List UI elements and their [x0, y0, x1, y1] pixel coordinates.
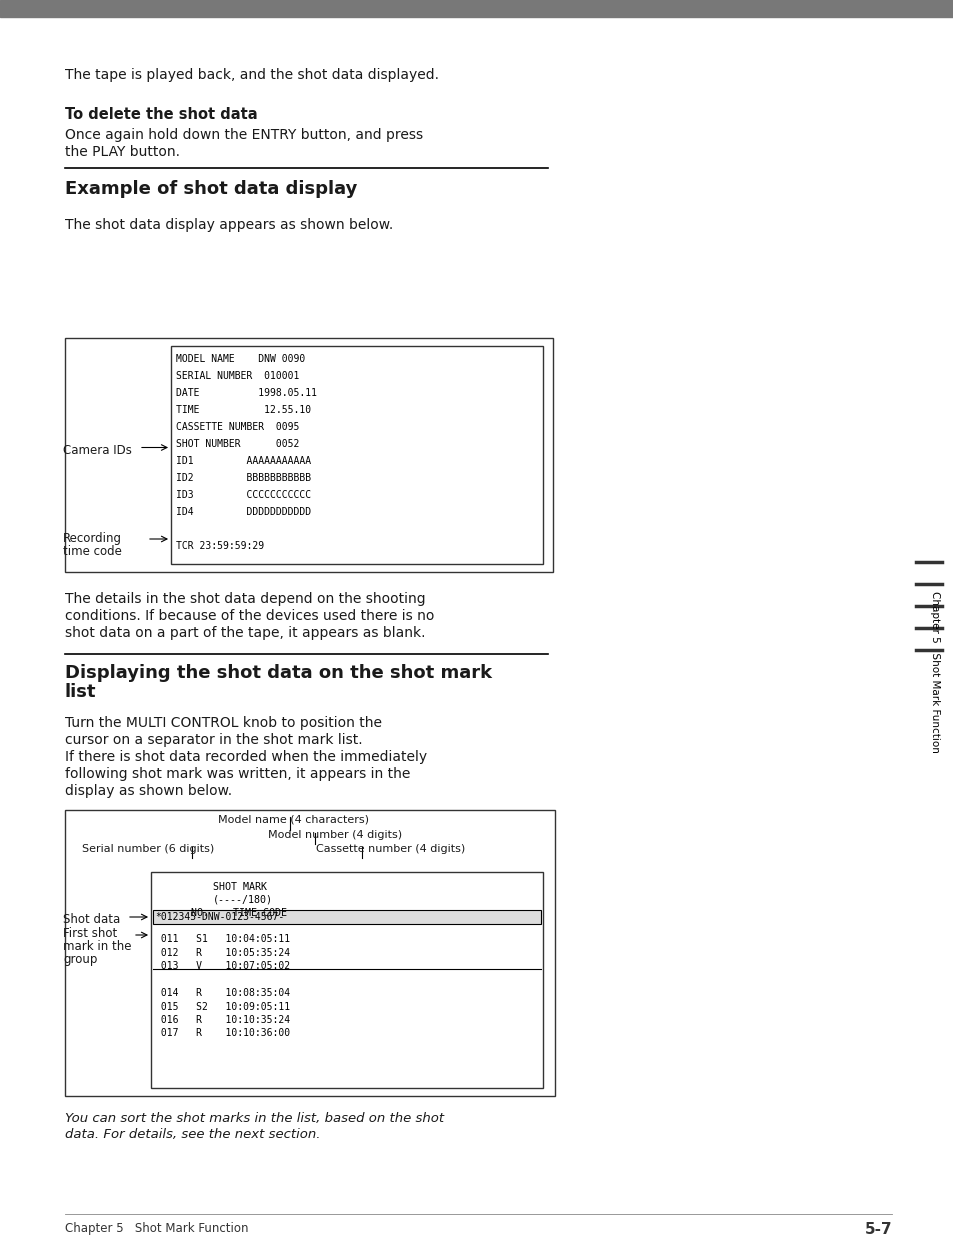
- Text: 011   S1   10:04:05:11: 011 S1 10:04:05:11: [154, 934, 290, 944]
- Text: Once again hold down the ENTRY button, and press: Once again hold down the ENTRY button, a…: [65, 128, 423, 142]
- Text: The shot data display appears as shown below.: The shot data display appears as shown b…: [65, 218, 393, 231]
- Text: Serial number (6 digits): Serial number (6 digits): [82, 843, 214, 853]
- Text: Camera IDs: Camera IDs: [63, 444, 132, 457]
- Text: 013   V    10:07:05:02: 013 V 10:07:05:02: [154, 962, 290, 972]
- Text: MODEL NAME    DNW 0090: MODEL NAME DNW 0090: [175, 355, 305, 364]
- Text: TCR 23:59:59:29: TCR 23:59:59:29: [175, 541, 264, 551]
- Bar: [171, 346, 542, 564]
- Text: 016   R    10:10:35:24: 016 R 10:10:35:24: [154, 1015, 290, 1025]
- Text: (----/180): (----/180): [213, 894, 273, 904]
- Text: Displaying the shot data on the shot mark: Displaying the shot data on the shot mar…: [65, 664, 492, 682]
- Text: conditions. If because of the devices used there is no: conditions. If because of the devices us…: [65, 610, 434, 623]
- Text: SHOT NUMBER      0052: SHOT NUMBER 0052: [175, 439, 299, 449]
- Text: Recording: Recording: [63, 532, 122, 545]
- Text: You can sort the shot marks in the list, based on the shot: You can sort the shot marks in the list,…: [65, 1112, 444, 1125]
- Text: NO.    TIME CODE: NO. TIME CODE: [191, 908, 287, 918]
- Text: 017   R    10:10:36:00: 017 R 10:10:36:00: [154, 1029, 290, 1039]
- Bar: [65, 810, 555, 1096]
- Text: shot data on a part of the tape, it appears as blank.: shot data on a part of the tape, it appe…: [65, 626, 425, 639]
- Text: DATE          1998.05.11: DATE 1998.05.11: [175, 388, 316, 398]
- Text: SHOT MARK: SHOT MARK: [213, 882, 267, 892]
- Text: time code: time code: [63, 545, 122, 559]
- Text: *012345-DNW-0123-4567-: *012345-DNW-0123-4567-: [154, 912, 284, 922]
- Text: The tape is played back, and the shot data displayed.: The tape is played back, and the shot da…: [65, 68, 438, 82]
- Text: Chapter 5   Shot Mark Function: Chapter 5 Shot Mark Function: [65, 1222, 248, 1235]
- Text: following shot mark was written, it appears in the: following shot mark was written, it appe…: [65, 768, 410, 781]
- Bar: [152, 911, 540, 924]
- Text: TIME           12.55.10: TIME 12.55.10: [175, 406, 311, 415]
- Text: SERIAL NUMBER  010001: SERIAL NUMBER 010001: [175, 371, 299, 381]
- Text: ID1         AAAAAAAAAAA: ID1 AAAAAAAAAAA: [175, 457, 311, 466]
- Bar: [65, 338, 553, 572]
- Text: data. For details, see the next section.: data. For details, see the next section.: [65, 1128, 320, 1141]
- Text: 014   R    10:08:35:04: 014 R 10:08:35:04: [154, 988, 290, 998]
- Text: If there is shot data recorded when the immediately: If there is shot data recorded when the …: [65, 750, 427, 764]
- Text: Turn the MULTI CONTROL knob to position the: Turn the MULTI CONTROL knob to position …: [65, 717, 381, 730]
- Text: display as shown below.: display as shown below.: [65, 784, 232, 797]
- Text: The details in the shot data depend on the shooting: The details in the shot data depend on t…: [65, 592, 425, 606]
- Text: Example of shot data display: Example of shot data display: [65, 180, 357, 198]
- Text: list: list: [65, 683, 96, 702]
- Text: First shot: First shot: [63, 927, 117, 940]
- Text: ID2         BBBBBBBBBBB: ID2 BBBBBBBBBBB: [175, 473, 311, 483]
- Bar: [151, 872, 542, 1088]
- Text: the PLAY button.: the PLAY button.: [65, 146, 180, 159]
- Text: 012   R    10:05:35:24: 012 R 10:05:35:24: [154, 948, 290, 958]
- Text: Cassette number (4 digits): Cassette number (4 digits): [315, 843, 465, 853]
- Text: ID3         CCCCCCCCCCC: ID3 CCCCCCCCCCC: [175, 490, 311, 500]
- Text: Chapter 5   Shot Mark Function: Chapter 5 Shot Mark Function: [929, 591, 939, 753]
- Text: To delete the shot data: To delete the shot data: [65, 107, 257, 122]
- Text: Model number (4 digits): Model number (4 digits): [268, 830, 402, 840]
- Text: 015   S2   10:09:05:11: 015 S2 10:09:05:11: [154, 1001, 290, 1011]
- Text: group: group: [63, 953, 97, 967]
- Text: cursor on a separator in the shot mark list.: cursor on a separator in the shot mark l…: [65, 733, 362, 746]
- Bar: [0, 0, 953, 17]
- Text: mark in the: mark in the: [63, 940, 132, 953]
- Text: CASSETTE NUMBER  0095: CASSETTE NUMBER 0095: [175, 422, 299, 432]
- Text: 5-7: 5-7: [863, 1222, 891, 1237]
- Text: Shot data: Shot data: [63, 913, 120, 926]
- Text: ID4         DDDDDDDDDDD: ID4 DDDDDDDDDDD: [175, 508, 311, 518]
- Text: Model name (4 characters): Model name (4 characters): [218, 814, 369, 824]
